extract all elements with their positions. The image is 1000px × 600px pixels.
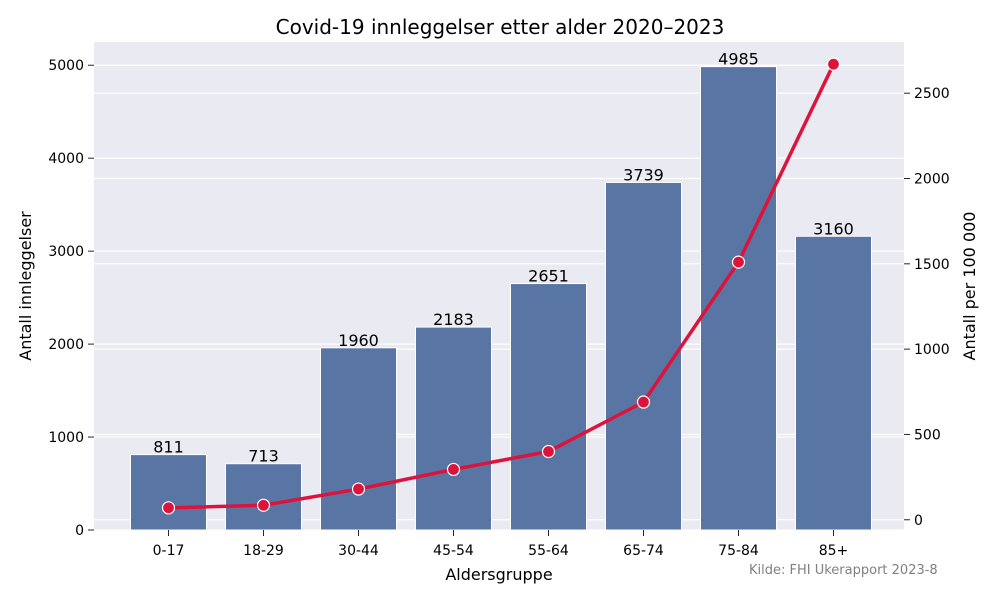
x-tick-label: 45-54: [433, 543, 474, 559]
rate-line: [166, 62, 836, 510]
bar: [415, 326, 492, 531]
source-note: Kilde: FHI Ukerapport 2023-8: [749, 563, 938, 578]
x-axis-label: Aldersgruppe: [445, 565, 552, 584]
y2-axis-label: Antall per 100 000: [960, 212, 979, 361]
bar: [795, 235, 872, 531]
y-axis-label: Antall innleggelser: [16, 211, 35, 361]
bar-value-label: 811: [153, 438, 184, 457]
rate-point: [731, 255, 746, 269]
y-tick-label: 0: [75, 523, 84, 539]
right-axis-ticks: 0 500 1000 1500 2000 2500: [904, 86, 950, 529]
bar-value-label: 2183: [433, 310, 474, 329]
x-axis-ticks: 0-17 18-29 30-44 45-54 55-64 65-74 75-84 85+: [153, 530, 849, 559]
rate-point: [636, 395, 651, 409]
y2-tick-label: 1500: [914, 257, 950, 273]
bar: [510, 283, 587, 531]
y-tick-label: 5000: [48, 58, 84, 74]
bar-value-label: 1960: [338, 331, 379, 350]
rate-point: [541, 444, 556, 459]
bar: [130, 454, 207, 531]
bar: [225, 463, 302, 531]
x-tick-label: 18-29: [243, 543, 284, 559]
rate-point: [351, 482, 366, 496]
bar-value-label: 4985: [718, 50, 759, 69]
rate-point: [161, 501, 176, 515]
x-tick-label: 55-64: [528, 543, 569, 559]
plot-background: [94, 42, 904, 530]
x-tick-label: 85+: [819, 543, 849, 559]
left-axis-ticks: 0 1000 2000 3000 4000 5000: [48, 58, 94, 539]
rate-point: [256, 498, 271, 512]
bars: [130, 66, 872, 531]
y-tick-label: 1000: [48, 430, 84, 446]
bar-value-label: 2651: [528, 267, 569, 286]
y2-tick-label: 0: [914, 513, 923, 529]
y2-tick-label: 500: [914, 427, 941, 443]
bar-labels: 811 713 1960 2183 2651 3739 4985 3160: [153, 50, 854, 466]
rate-point: [826, 57, 841, 71]
y2-tick-label: 2500: [914, 86, 950, 102]
y2-tick-label: 2000: [914, 172, 950, 188]
x-tick-label: 30-44: [338, 543, 379, 559]
bar-value-label: 713: [248, 447, 279, 466]
bar: [320, 347, 397, 531]
rate-line-layer: [161, 57, 841, 515]
y2-tick-label: 1000: [914, 342, 950, 358]
chart-title: Covid-19 innleggelser etter alder 2020–2…: [276, 15, 725, 39]
bar: [605, 181, 682, 531]
x-tick-label: 0-17: [153, 543, 185, 559]
rate-point: [446, 462, 461, 477]
y-tick-label: 2000: [48, 337, 84, 353]
y-tick-label: 3000: [48, 244, 84, 260]
bar-value-label: 3739: [623, 165, 664, 184]
x-tick-label: 65-74: [623, 543, 664, 559]
bar-value-label: 3160: [813, 219, 854, 238]
x-tick-label: 75-84: [718, 543, 759, 559]
y-tick-label: 4000: [48, 151, 84, 167]
